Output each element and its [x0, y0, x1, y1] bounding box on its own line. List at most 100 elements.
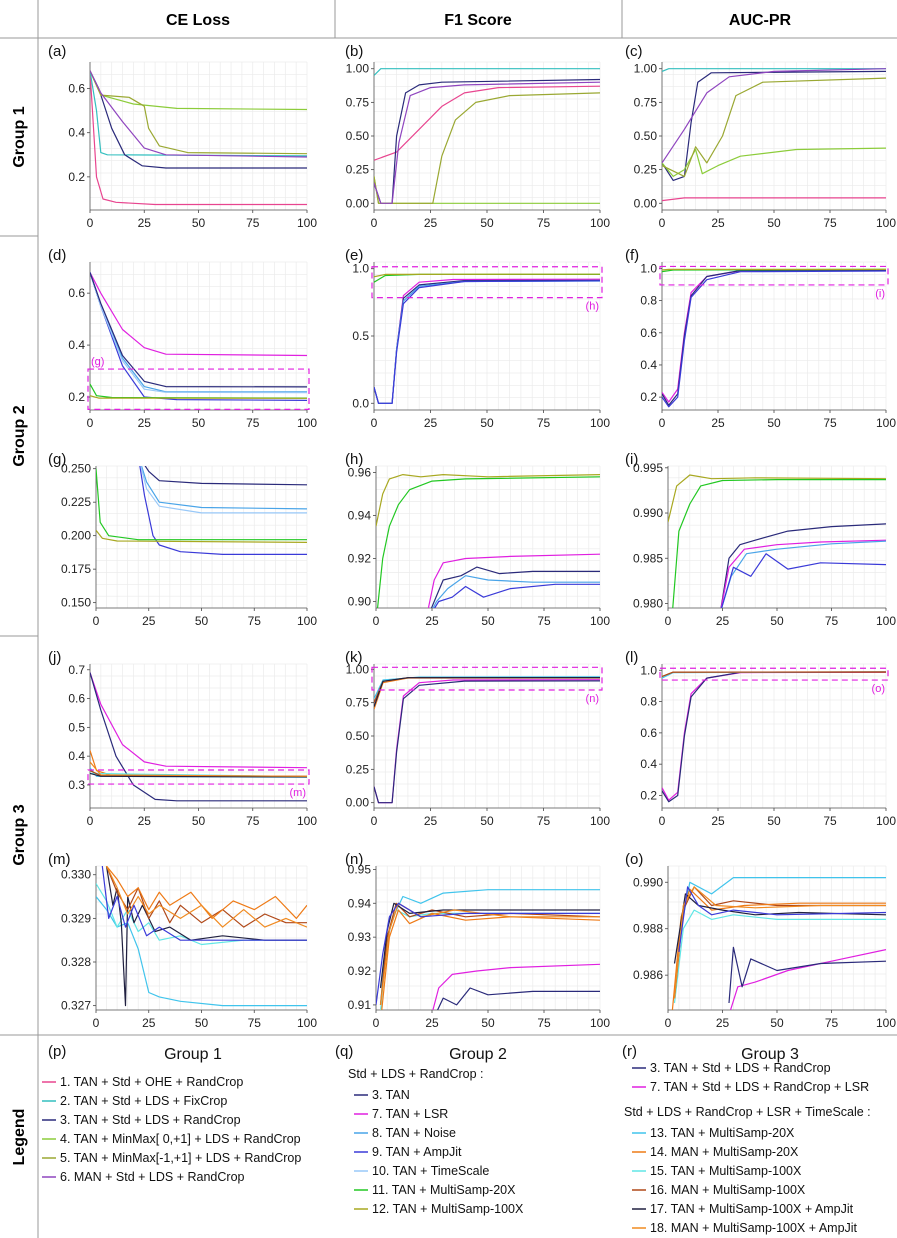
x-tick-label-b: 25 — [424, 216, 438, 230]
legend-item-c17: 17. TAN + MultiSamp-100X + AmpJit — [650, 1202, 854, 1216]
x-tick-label-o: 0 — [665, 1016, 672, 1030]
x-tick-label-o: 75 — [825, 1016, 839, 1030]
panel-label-j: (j) — [48, 649, 61, 666]
series-line-m-c16 — [105, 866, 307, 928]
series-line-h-c9 — [433, 583, 600, 608]
series-line-j-c18 — [90, 761, 307, 777]
series-line-o-c9 — [678, 886, 886, 952]
grid-f — [661, 261, 887, 411]
x-tick-label-f: 25 — [711, 416, 725, 430]
series-line-n-c13 — [379, 889, 600, 1005]
x-tick-label-e: 75 — [537, 416, 551, 430]
series-line-n-c7 — [432, 963, 600, 1010]
legend-label-p: (p) — [48, 1043, 66, 1060]
x-tick-label-e: 100 — [590, 416, 610, 430]
y-tick-label-k: 1.00 — [346, 662, 370, 676]
panel-label-e: (e) — [345, 247, 363, 264]
y-tick-label-h: 0.94 — [348, 508, 372, 522]
x-tick-label-f: 100 — [876, 416, 896, 430]
series-line-i-c12 — [668, 474, 886, 523]
x-tick-label-j: 75 — [246, 814, 260, 828]
y-tick-label-i: 0.985 — [633, 551, 663, 565]
chart-panel-g: (g) 0 25 50 75 100 0.150 0.175 0.200 0.225 0.250 — [48, 451, 317, 628]
x-tick-label-b: 50 — [480, 216, 494, 230]
panel-label-h: (h) — [345, 451, 363, 468]
row-header-group-3: Group 3 — [11, 804, 28, 865]
panel-label-o: (o) — [625, 851, 643, 868]
zoom-label-e: (h) — [586, 301, 599, 313]
series-line-g-c12 — [96, 529, 307, 544]
y-tick-label-g: 0.250 — [61, 462, 91, 476]
series-line-m-c13 — [96, 896, 307, 1007]
x-tick-label-d: 75 — [246, 416, 260, 430]
y-tick-label-m: 0.330 — [61, 868, 91, 882]
series-group-h — [376, 474, 600, 608]
panel-label-f: (f) — [625, 247, 639, 264]
series-line-j-c7 — [90, 672, 307, 769]
series-line-o-c7 — [729, 949, 886, 1010]
grid-j — [89, 663, 308, 809]
x-tick-label-c: 75 — [823, 216, 837, 230]
y-tick-label-k: 0.50 — [346, 729, 370, 743]
x-tick-label-m: 100 — [297, 1016, 317, 1030]
series-line-m-c15 — [96, 883, 307, 946]
legend-item-c4: 4. TAN + MinMax[ 0,+1] + LDS + RandCrop — [60, 1132, 301, 1146]
chart-panel-k: (k) 0 25 50 75 100 0.00 0.25 0.50 0.75 1.00 (n) — [345, 649, 610, 828]
x-tick-label-o: 50 — [770, 1016, 784, 1030]
x-tick-label-a: 50 — [192, 216, 206, 230]
legend-item-c18: 18. MAN + MultiSamp-100X + AmpJit — [650, 1221, 858, 1235]
legend-label-r: (r) — [622, 1043, 637, 1060]
panel-label-c: (c) — [625, 43, 643, 60]
series-line-h-c12 — [376, 474, 600, 527]
x-tick-label-g: 75 — [248, 614, 262, 628]
legend-label-q: (q) — [335, 1043, 353, 1060]
legend-item-c5: 5. TAN + MinMax[-1,+1] + LDS + RandCrop — [60, 1151, 301, 1165]
series-line-m-c17 — [105, 866, 307, 1007]
legend-item-c14: 14. MAN + MultiSamp-20X — [650, 1145, 799, 1159]
x-tick-label-h: 75 — [537, 614, 551, 628]
x-tick-label-i: 0 — [665, 614, 672, 628]
x-tick-label-e: 50 — [480, 416, 494, 430]
y-tick-label-f: 1.0 — [640, 261, 657, 275]
legend-item-c7: 7. TAN + LSR — [372, 1107, 448, 1121]
x-tick-label-h: 100 — [590, 614, 610, 628]
y-tick-label-c: 0.75 — [634, 95, 658, 109]
series-group-c — [662, 68, 886, 202]
x-tick-label-j: 100 — [297, 814, 317, 828]
legend-item-c16: 16. MAN + MultiSamp-100X — [650, 1183, 806, 1197]
series-line-o-c14 — [671, 888, 886, 1010]
grid-m — [95, 865, 308, 1011]
x-tick-label-i: 100 — [876, 614, 896, 628]
series-group-l — [662, 671, 886, 803]
x-tick-label-l: 25 — [711, 814, 725, 828]
series-group-a — [90, 70, 307, 206]
x-tick-label-f: 75 — [823, 416, 837, 430]
panel-label-d: (d) — [48, 247, 66, 264]
panel-label-a: (a) — [48, 43, 66, 60]
legend-item-c1: 1. TAN + Std + OHE + RandCrop — [60, 1075, 243, 1089]
panel-label-m: (m) — [48, 851, 71, 868]
y-tick-label-i: 0.980 — [633, 596, 663, 610]
grid-g — [95, 465, 308, 609]
series-group-i — [668, 474, 886, 608]
x-tick-label-m: 0 — [93, 1016, 100, 1030]
x-tick-label-m: 75 — [248, 1016, 262, 1030]
y-tick-label-f: 0.6 — [640, 326, 657, 340]
grid-e — [373, 261, 601, 411]
y-tick-label-i: 0.995 — [633, 461, 663, 475]
grid-h — [375, 465, 601, 609]
series-line-b-c2 — [374, 68, 600, 76]
x-tick-label-g: 0 — [93, 614, 100, 628]
x-tick-label-g: 100 — [297, 614, 317, 628]
series-line-a-c5 — [90, 70, 307, 155]
legend-title-group-1: Group 1 — [164, 1046, 222, 1063]
series-line-f-c9 — [662, 270, 886, 408]
legend-item-c9: 9. TAN + AmpJit — [372, 1145, 462, 1159]
series-line-a-c1 — [90, 70, 307, 206]
panel-label-n: (n) — [345, 851, 363, 868]
y-tick-label-e: 1.0 — [352, 262, 369, 276]
grid-k — [373, 663, 601, 809]
y-tick-label-a: 0.4 — [68, 126, 85, 140]
x-tick-label-c: 100 — [876, 216, 896, 230]
x-tick-label-n: 75 — [537, 1016, 551, 1030]
